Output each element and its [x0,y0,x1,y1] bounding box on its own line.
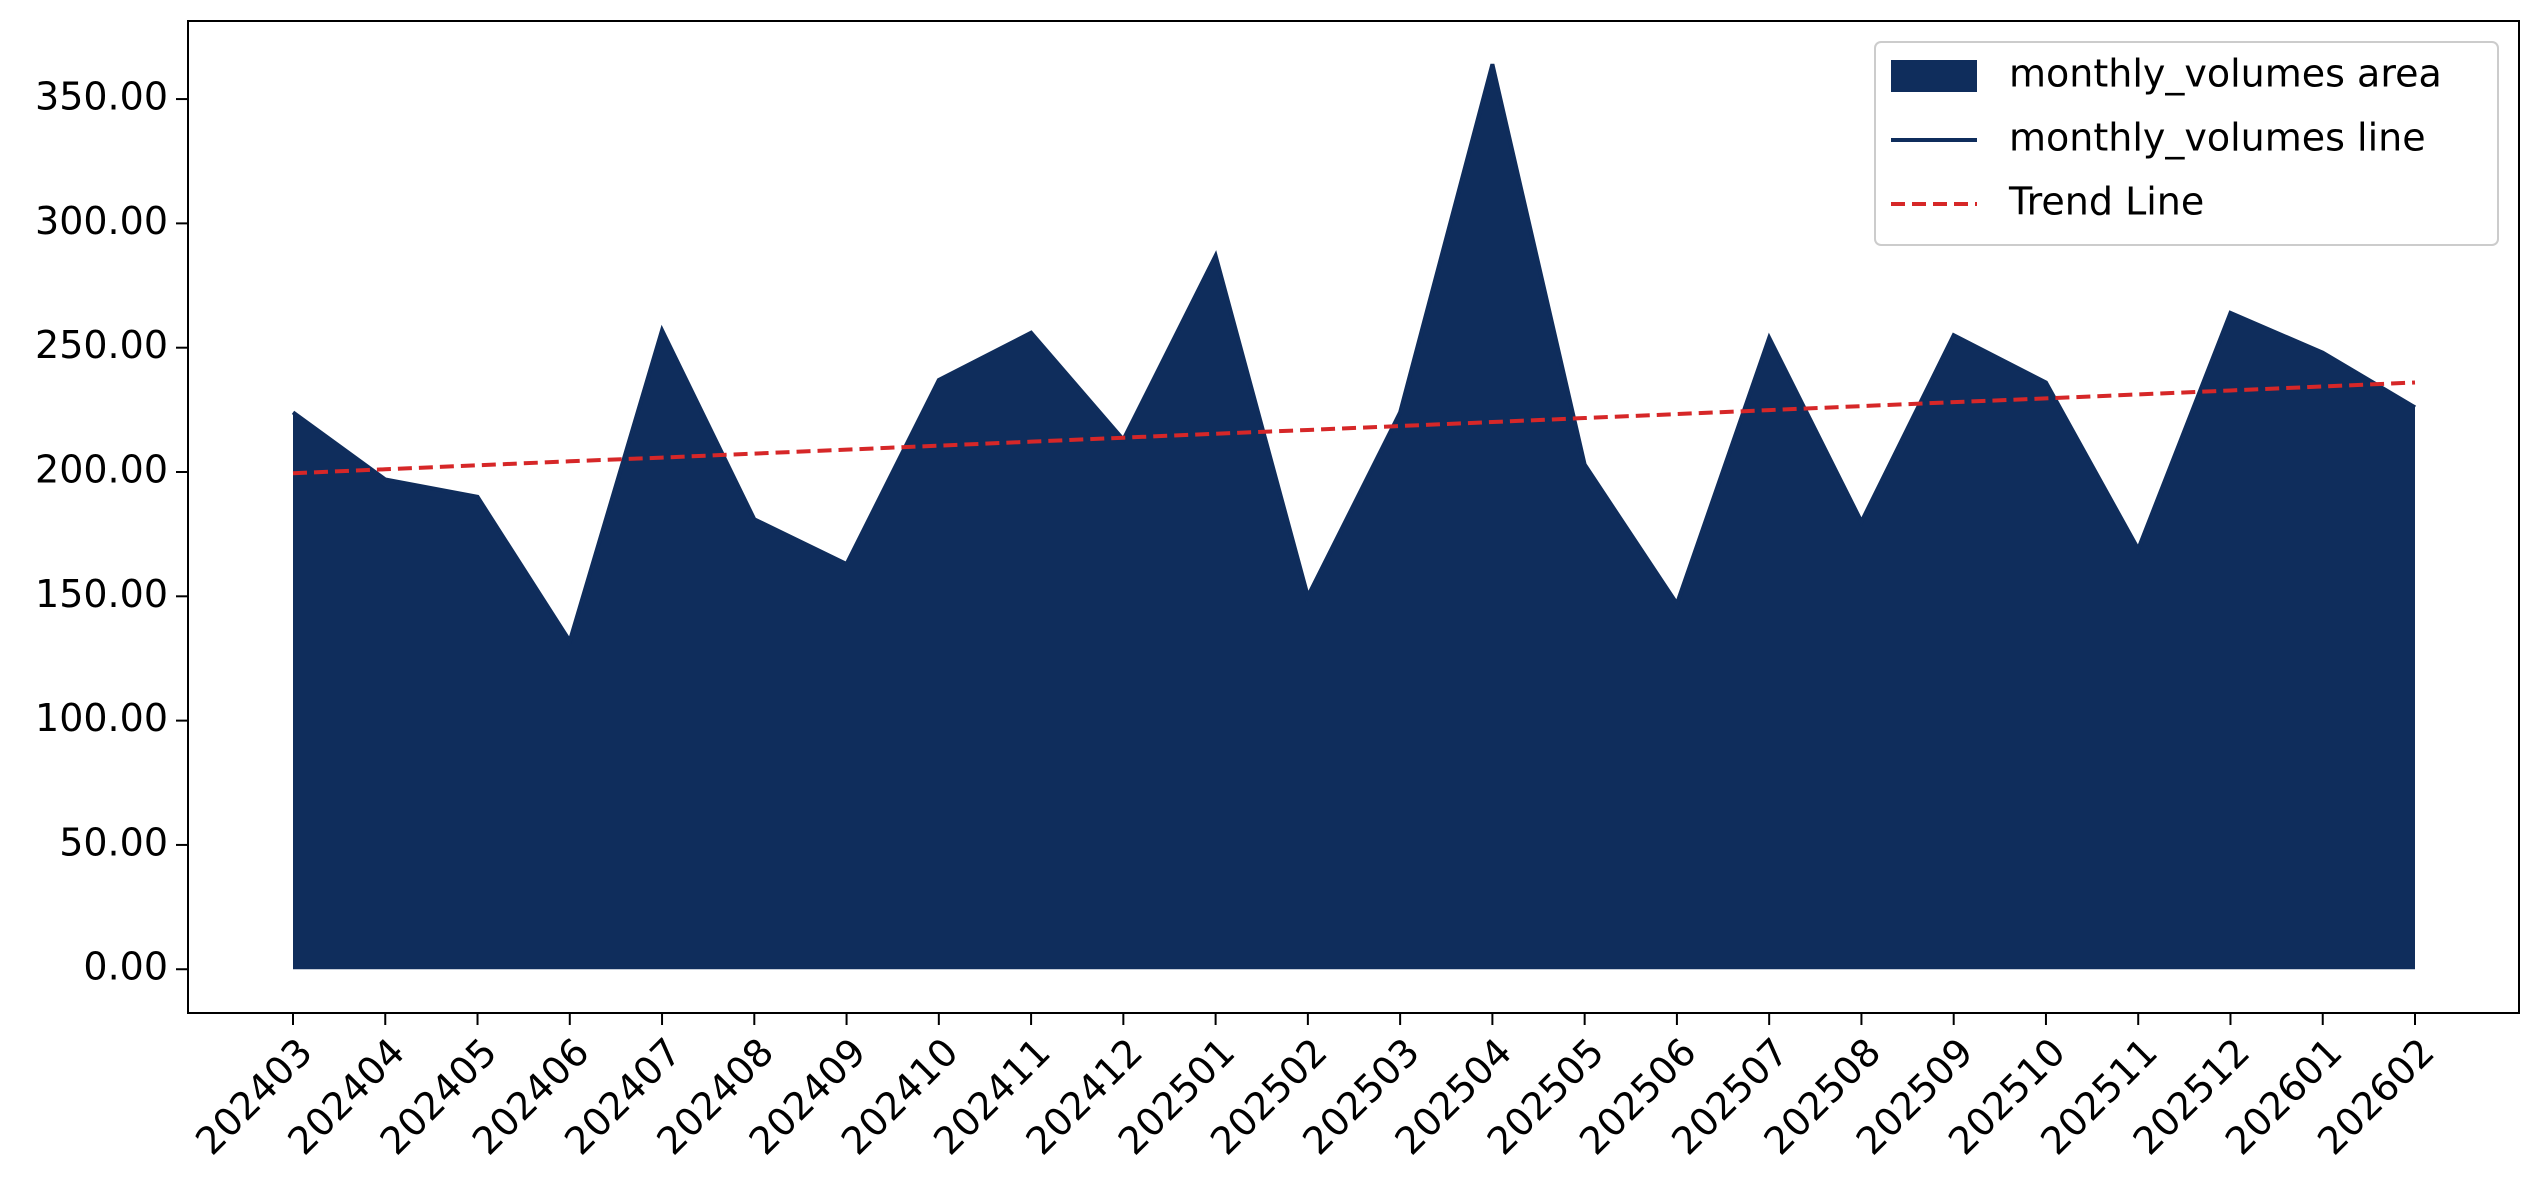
y-tick-label: 50.00 [59,820,168,864]
trend-line [292,380,2416,476]
y-tick-label: 0.00 [83,945,168,989]
y-tick-label: 300.00 [35,199,168,243]
y-tick-label: 250.00 [35,323,168,367]
y-tick-label: 350.00 [35,75,168,119]
legend-box [1874,41,2499,246]
legend-label: Trend Line [2008,180,2204,224]
y-tick-label: 150.00 [35,572,168,616]
y-tick-label: 100.00 [35,696,168,740]
line [291,63,2417,646]
area [293,64,2415,970]
legend-label: monthly_volumes line [2009,116,2426,160]
legend: monthly_volumes area monthly_volumes line… [1874,41,2499,246]
legend-label: monthly_volumes area [2009,52,2442,96]
plot-frame [187,20,2520,1014]
y-tick-label: 200.00 [35,447,168,491]
legend-swatch [1891,60,1977,92]
